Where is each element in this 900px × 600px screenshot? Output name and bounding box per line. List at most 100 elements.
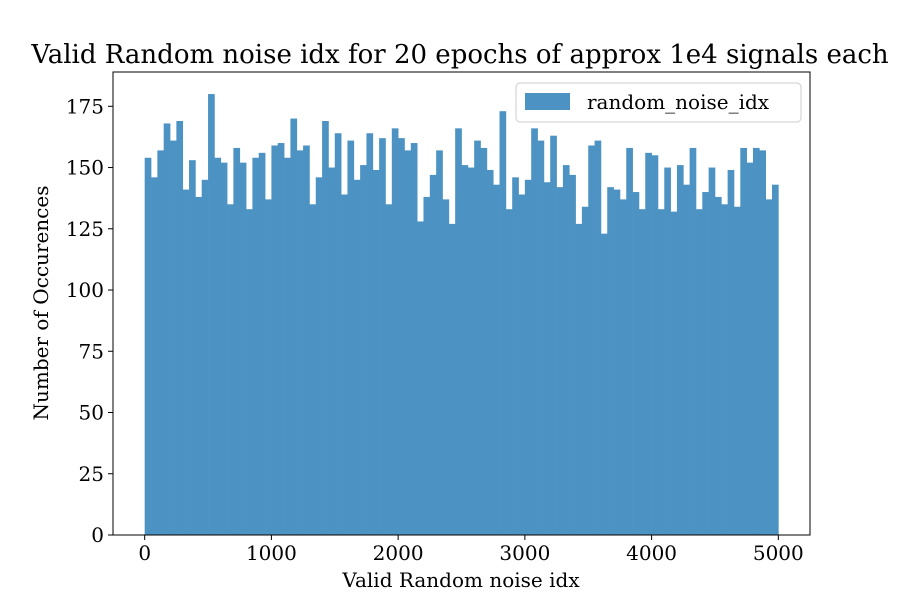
- histogram-bar: [303, 145, 310, 535]
- x-tick-label: 2000: [373, 541, 424, 565]
- histogram-bar: [467, 167, 475, 536]
- histogram-bar: [733, 206, 741, 535]
- histogram-bar: [759, 150, 766, 535]
- x-axis-title: Valid Random noise idx: [341, 568, 580, 592]
- histogram-bar: [626, 147, 633, 535]
- histogram-bar: [385, 204, 393, 536]
- x-tick-label: 3000: [499, 541, 550, 565]
- y-tick-label: 25: [79, 462, 104, 486]
- histogram-bar: [239, 162, 247, 536]
- histogram-bar: [442, 199, 450, 536]
- histogram-bar: [771, 184, 779, 535]
- histogram-bar: [651, 155, 659, 535]
- histogram-bar: [189, 160, 196, 535]
- histogram-bar: [505, 209, 513, 535]
- histogram-bar: [423, 196, 431, 535]
- y-tick-label: 0: [91, 523, 104, 547]
- histogram-bar: [531, 128, 538, 535]
- histogram-bar: [695, 209, 703, 535]
- histogram-bar: [765, 199, 773, 536]
- histogram-bar: [334, 133, 342, 535]
- histogram-bar: [581, 206, 589, 535]
- histogram-bar: [569, 174, 576, 535]
- histogram-bar: [360, 165, 367, 535]
- histogram-bar: [499, 111, 507, 535]
- histogram-bar: [151, 177, 158, 535]
- histogram-bar: [448, 223, 456, 535]
- histogram-bar: [562, 165, 570, 535]
- histogram-bar: [246, 209, 253, 535]
- histogram-bar: [461, 165, 469, 535]
- histogram-bar: [702, 192, 709, 535]
- y-tick-label: 125: [66, 217, 104, 241]
- y-axis-title: Number of Occurences: [29, 186, 53, 421]
- legend: random_noise_idx: [515, 82, 802, 123]
- histogram-bar: [227, 204, 234, 536]
- histogram-bar: [144, 157, 152, 536]
- histogram-bar: [607, 187, 614, 535]
- histogram-bar: [676, 165, 684, 535]
- histogram-bar: [290, 118, 298, 535]
- histogram-bar: [379, 138, 386, 535]
- histogram-bar: [664, 167, 671, 536]
- histogram-bar: [474, 140, 481, 535]
- histogram-bar: [372, 169, 380, 535]
- histogram-bar: [391, 128, 399, 535]
- histogram-bar: [195, 196, 203, 535]
- legend-box: [515, 82, 802, 123]
- histogram-bar: [436, 150, 443, 535]
- histogram-bar: [556, 187, 564, 535]
- histogram-bar: [404, 150, 412, 535]
- histogram-bar: [315, 177, 323, 535]
- histogram-bar: [575, 223, 583, 535]
- chart-title: Valid Random noise idx for 20 epochs of …: [30, 40, 889, 70]
- y-tick-label: 150: [66, 156, 104, 180]
- histogram-bar: [296, 150, 304, 535]
- histogram-bar: [752, 147, 760, 535]
- x-tick-label: 4000: [626, 541, 677, 565]
- histogram-bar: [347, 140, 355, 535]
- legend-label: random_noise_idx: [587, 90, 770, 114]
- histogram-bar: [550, 135, 557, 535]
- x-tick-label: 1000: [246, 541, 297, 565]
- histogram-bar: [480, 147, 488, 535]
- histogram-bar: [170, 140, 177, 535]
- histogram-bar: [689, 147, 697, 535]
- histogram-bar: [176, 120, 184, 536]
- histogram-bar: [182, 189, 190, 536]
- y-tick-label: 100: [66, 278, 104, 302]
- histogram-bar: [543, 182, 551, 535]
- histogram-bar: [277, 143, 285, 535]
- histogram-bar: [714, 196, 722, 535]
- histogram-bar: [208, 94, 215, 536]
- histogram-bar: [683, 184, 690, 535]
- histogram-bar: [619, 199, 627, 536]
- histogram-bar: [214, 157, 222, 536]
- histogram-bar: [284, 157, 291, 536]
- histogram-bar: [645, 152, 652, 536]
- histogram-bar: [588, 145, 595, 535]
- histogram-bar: [518, 194, 526, 536]
- histogram-bar: [455, 128, 462, 535]
- plot-frame: [112, 71, 811, 536]
- histogram-bar: [727, 169, 735, 535]
- histogram-bars: [144, 94, 779, 536]
- histogram-bar: [429, 174, 437, 535]
- histogram-bar: [524, 179, 532, 535]
- histogram-bar: [613, 189, 621, 536]
- histogram-bar: [157, 150, 165, 535]
- x-axis-ticks: 0 1000 2000 3000 4000 5000: [138, 535, 804, 565]
- x-tick-label: 5000: [753, 541, 804, 565]
- histogram-bar: [657, 209, 665, 535]
- histogram-bar: [537, 140, 545, 535]
- histogram-bar: [600, 233, 608, 535]
- histogram-bar: [486, 169, 494, 535]
- y-tick-label: 175: [66, 94, 104, 118]
- histogram-bar: [708, 167, 716, 536]
- y-tick-label: 50: [79, 401, 104, 425]
- histogram-bar: [410, 143, 418, 535]
- histogram-bar: [258, 152, 266, 536]
- histogram-bar: [512, 177, 519, 535]
- histogram-bar: [398, 138, 405, 535]
